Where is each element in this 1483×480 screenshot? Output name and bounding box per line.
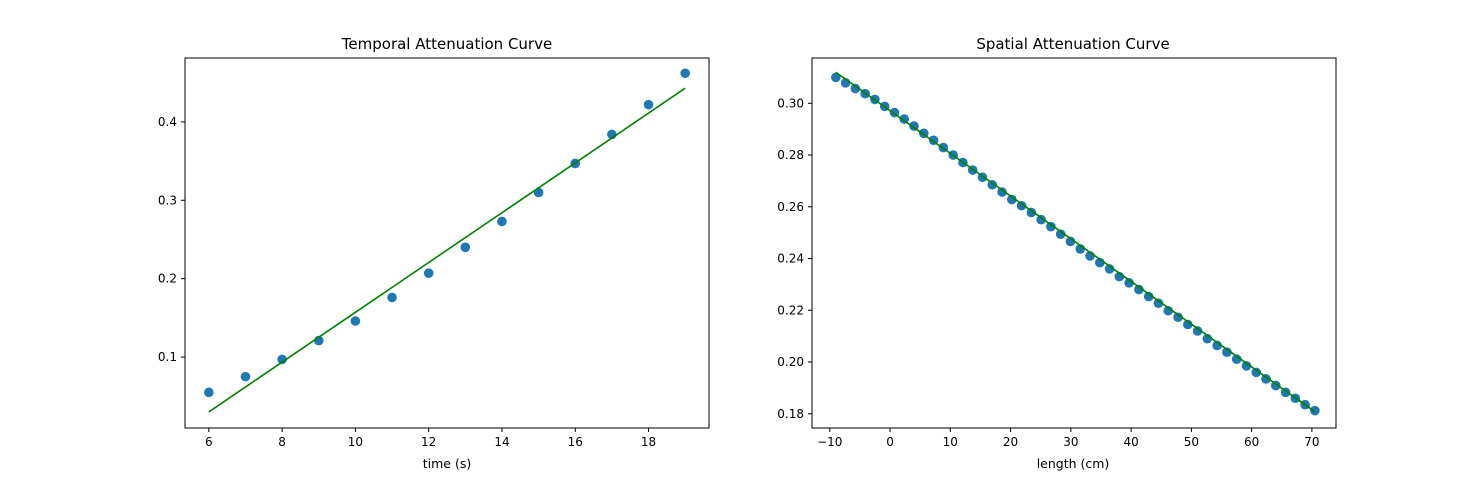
- y-tick-label: 0.28: [777, 148, 804, 162]
- x-tick-label: 10: [348, 435, 363, 449]
- x-tick-label: 50: [1184, 435, 1199, 449]
- x-tick-label: 40: [1123, 435, 1138, 449]
- x-axis-label: time (s): [423, 456, 471, 471]
- data-point: [1124, 278, 1134, 288]
- fit-line: [208, 87, 686, 413]
- data-point: [1046, 221, 1056, 232]
- plot-frame: [184, 57, 710, 429]
- x-tick-label: 8: [278, 435, 286, 449]
- x-tick-label: 0: [886, 435, 894, 449]
- data-point: [643, 99, 654, 110]
- data-point: [1055, 229, 1066, 240]
- data-point: [987, 179, 998, 190]
- data-point: [1104, 264, 1115, 274]
- data-point: [1231, 354, 1242, 364]
- y-tick-label: 0.1: [158, 350, 177, 364]
- data-point: [850, 83, 861, 94]
- data-point: [680, 68, 690, 79]
- data-point: [350, 316, 361, 326]
- data-point: [1007, 194, 1017, 205]
- data-point: [240, 371, 251, 382]
- chart-title: Temporal Attenuation Curve: [341, 35, 552, 53]
- y-tick-label: 0.22: [777, 303, 804, 317]
- chart-temporal: Temporal Attenuation Curve time (s) 6 8 10…: [158, 35, 710, 471]
- data-point: [1173, 312, 1183, 323]
- x-tick-label: 14: [494, 435, 509, 449]
- fit-line: [835, 71, 1316, 413]
- x-tick-label: 6: [205, 435, 213, 449]
- x-tick-label: 18: [641, 435, 656, 449]
- chart-title: Spatial Attenuation Curve: [976, 35, 1169, 53]
- data-point: [1016, 200, 1027, 211]
- x-tick-label: 30: [1063, 435, 1078, 449]
- x-tick-label: 12: [421, 435, 436, 449]
- y-tick-label: 0.24: [777, 252, 804, 266]
- y-tick-label: 0.30: [777, 96, 804, 110]
- data-point: [1251, 367, 1262, 378]
- data-point: [204, 387, 214, 398]
- y-tick-label: 0.18: [777, 407, 804, 421]
- plot-frame: [811, 57, 1337, 429]
- y-tick-label: 0.4: [158, 115, 177, 129]
- data-point: [997, 187, 1007, 197]
- y-tick-label: 0.3: [158, 193, 177, 207]
- data-point: [423, 268, 434, 278]
- x-tick-label: 16: [568, 435, 583, 449]
- data-point: [1212, 340, 1222, 351]
- data-point: [1153, 298, 1164, 309]
- data-point: [533, 187, 544, 198]
- x-tick-label: 10: [943, 435, 958, 449]
- data-point: [497, 216, 507, 227]
- data-point: [277, 354, 287, 365]
- data-point: [1241, 361, 1252, 371]
- data-point: [1065, 236, 1076, 247]
- y-tick-label: 0.26: [777, 200, 804, 214]
- x-axis-label: length (cm): [1037, 456, 1110, 471]
- data-point: [1222, 347, 1232, 357]
- data-point: [1036, 214, 1046, 225]
- data-point: [1192, 326, 1203, 336]
- x-tick-label: 70: [1304, 435, 1319, 449]
- data-point: [1261, 374, 1271, 384]
- data-point: [1310, 405, 1320, 416]
- y-tick-label: 0.20: [777, 355, 804, 369]
- data-point: [1182, 319, 1193, 330]
- x-tick-label: 20: [1003, 435, 1018, 449]
- data-point: [1134, 284, 1144, 295]
- data-point: [831, 72, 841, 83]
- x-tick-label: 60: [1244, 435, 1259, 449]
- data-point: [460, 242, 471, 253]
- chart-spatial: Spatial Attenuation Curve length (cm) −1…: [777, 35, 1337, 471]
- x-tick-label: −10: [817, 435, 842, 449]
- data-point: [1163, 305, 1174, 316]
- data-point: [1143, 291, 1154, 302]
- y-tick-label: 0.2: [158, 272, 177, 286]
- data-point: [387, 292, 397, 303]
